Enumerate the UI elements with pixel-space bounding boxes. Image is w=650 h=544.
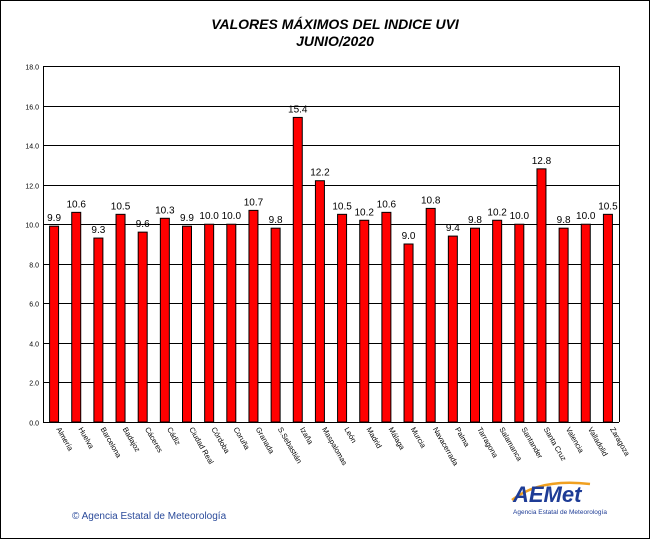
bar bbox=[270, 227, 281, 423]
bar bbox=[115, 213, 126, 423]
bar-value-label: 9.0 bbox=[402, 231, 416, 242]
x-tick-label: Cádiz bbox=[165, 426, 183, 447]
bar-value-label: 9.4 bbox=[446, 223, 460, 234]
copyright-text: © Agencia Estatal de Meteorología bbox=[72, 511, 227, 522]
bar bbox=[182, 225, 192, 423]
bar bbox=[403, 243, 414, 423]
bar-value-label: 10.2 bbox=[354, 207, 374, 218]
bar bbox=[71, 211, 82, 423]
y-tick-label: 18.0 bbox=[25, 65, 39, 72]
chart-title-line1: VALORES MÁXIMOS DEL INDICE UVI bbox=[211, 16, 460, 32]
bar-value-label: 9.3 bbox=[91, 225, 105, 236]
chart-title-line2: JUNIO/2020 bbox=[296, 33, 374, 49]
bar-value-label: 9.8 bbox=[468, 215, 482, 226]
bar bbox=[425, 207, 436, 423]
bar bbox=[492, 219, 503, 423]
logo-wordmark: AEMet bbox=[512, 482, 583, 507]
bar bbox=[49, 225, 60, 423]
y-tick-label: 0.0 bbox=[29, 421, 39, 428]
bar-value-label: 12.2 bbox=[310, 168, 330, 179]
bar bbox=[381, 211, 392, 423]
bar-value-label: 9.9 bbox=[47, 213, 61, 224]
aemet-logo: AEMet Agencia Estatal de Meteorología bbox=[511, 481, 607, 516]
y-tick-label: 12.0 bbox=[25, 184, 39, 191]
bar-value-label: 10.0 bbox=[199, 211, 219, 222]
x-tick-label: Coruña bbox=[232, 426, 253, 453]
x-tick-label: Granada bbox=[254, 426, 277, 456]
x-tick-label: Murcia bbox=[409, 426, 428, 451]
y-tick-label: 6.0 bbox=[29, 302, 39, 309]
x-tick-label: León bbox=[342, 426, 358, 445]
x-tick-label: Málaga bbox=[387, 426, 408, 453]
y-tick-label: 2.0 bbox=[29, 381, 39, 388]
bar bbox=[93, 237, 104, 423]
logo-swoosh-icon bbox=[511, 481, 591, 501]
y-tick-label: 4.0 bbox=[29, 342, 39, 349]
bar-value-label: 10.0 bbox=[576, 211, 596, 222]
bar-value-label: 9.8 bbox=[269, 215, 283, 226]
bar bbox=[580, 223, 591, 423]
bar-value-label: 10.5 bbox=[111, 201, 131, 212]
x-tick-label: Valladolid bbox=[586, 426, 610, 458]
bar bbox=[602, 213, 613, 423]
x-tick-label: Valencia bbox=[564, 426, 586, 456]
bar bbox=[204, 223, 215, 423]
bar bbox=[536, 168, 547, 423]
x-tick-label: Almería bbox=[54, 426, 75, 454]
y-tick-label: 10.0 bbox=[25, 223, 39, 230]
bar bbox=[359, 219, 370, 423]
bar bbox=[337, 213, 348, 423]
x-tick-label: Zaragoza bbox=[608, 426, 632, 459]
bar bbox=[226, 223, 237, 423]
bar-value-label: 9.8 bbox=[557, 215, 571, 226]
bar bbox=[314, 180, 325, 423]
bar-value-label: 10.0 bbox=[510, 211, 530, 222]
x-tick-label: Cáceres bbox=[143, 426, 165, 455]
bar-value-label: 10.6 bbox=[377, 199, 397, 210]
bar-value-label: 10.3 bbox=[155, 205, 175, 216]
bar bbox=[558, 227, 569, 423]
y-axis-ticks: 0.0 2.0 4.0 6.0 8.0 10.0 12.0 14.0 16.0 18.0 bbox=[25, 65, 39, 428]
bar-value-label: 10.6 bbox=[66, 199, 86, 210]
x-tick-label: Badajoz bbox=[121, 426, 142, 454]
bar-value-label: 10.7 bbox=[244, 197, 264, 208]
bars bbox=[49, 116, 613, 423]
bar-value-label: 10.2 bbox=[487, 207, 507, 218]
bar bbox=[292, 116, 303, 423]
value-labels: 9.910.69.310.59.610.39.9 10.0 10.010.79.81… bbox=[47, 104, 618, 242]
bar-value-label: 10.8 bbox=[421, 195, 441, 206]
logo-subtitle: Agencia Estatal de Meteorología bbox=[513, 509, 607, 516]
bar bbox=[447, 235, 458, 423]
x-tick-label: Barcelona bbox=[99, 426, 124, 460]
y-tick-label: 14.0 bbox=[25, 144, 39, 151]
bar bbox=[248, 209, 259, 423]
bar bbox=[159, 217, 170, 423]
bar bbox=[137, 231, 148, 423]
bar-value-label: 10.5 bbox=[332, 201, 352, 212]
bar-value-label: 12.8 bbox=[532, 156, 552, 167]
x-tick-label: Huelva bbox=[76, 426, 96, 451]
x-tick-label: Palma bbox=[453, 426, 472, 450]
bar bbox=[470, 227, 480, 423]
bar-value-label: 10.5 bbox=[598, 201, 618, 212]
y-tick-label: 16.0 bbox=[25, 105, 39, 112]
bar-value-label: 15.4 bbox=[288, 104, 308, 115]
x-tick-label: Tarragona bbox=[475, 426, 500, 460]
bar-value-label: 10.0 bbox=[222, 211, 242, 222]
bar bbox=[514, 223, 525, 423]
y-tick-label: 8.0 bbox=[29, 263, 39, 270]
grid-lines bbox=[43, 66, 620, 423]
x-tick-label: Santa Cruz bbox=[542, 426, 569, 463]
bar-value-label: 9.9 bbox=[180, 213, 194, 224]
bar-value-label: 9.6 bbox=[136, 219, 150, 230]
x-tick-label: Izaña bbox=[298, 426, 315, 447]
x-tick-label: Madrid bbox=[364, 426, 383, 450]
x-tick-label: Córdoba bbox=[209, 426, 232, 456]
